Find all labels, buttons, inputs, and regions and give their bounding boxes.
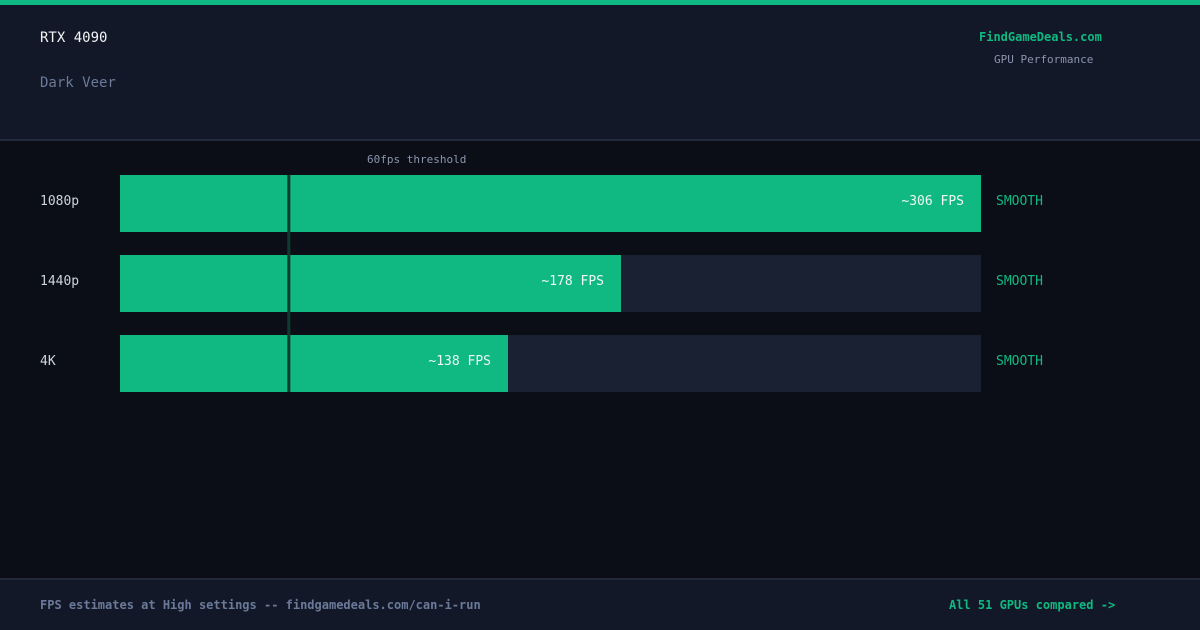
status-label-1080p: SMOOTH — [996, 194, 1043, 209]
all-gpus-link[interactable]: All 51 GPUs compared -> — [949, 598, 1116, 612]
fps-value-label-1080p: ~306 FPS — [901, 194, 964, 209]
fps-value-label-4k: ~138 FPS — [428, 354, 491, 369]
footer-note: FPS estimates at High settings -- findga… — [40, 598, 481, 612]
gpu-name: RTX 4090 — [40, 30, 108, 46]
threshold-line — [287, 175, 291, 392]
top-accent-bar — [0, 0, 1200, 5]
fps-bar-4k — [120, 335, 508, 392]
resolution-label-1440p: 1440p — [40, 274, 80, 289]
status-label-4k: SMOOTH — [996, 354, 1043, 369]
threshold-label: 60fps threshold — [367, 153, 467, 166]
brand-name: FindGameDeals.com — [979, 30, 1102, 44]
game-name: Dark Veer — [40, 75, 116, 91]
brand-subtitle: GPU Performance — [994, 53, 1094, 66]
footer: FPS estimates at High settings -- findga… — [0, 578, 1200, 630]
resolution-label-1080p: 1080p — [40, 194, 80, 209]
status-label-1440p: SMOOTH — [996, 274, 1043, 289]
fps-bar-1440p — [120, 255, 621, 312]
fps-bar-1080p — [120, 175, 981, 232]
header: RTX 4090 Dark Veer FindGameDeals.com GPU… — [0, 5, 1200, 141]
fps-value-label-1440p: ~178 FPS — [541, 274, 604, 289]
resolution-label-4k: 4K — [40, 354, 56, 369]
